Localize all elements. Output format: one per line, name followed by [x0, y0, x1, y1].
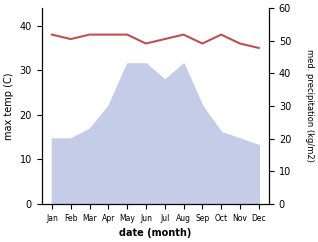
Y-axis label: med. precipitation (kg/m2): med. precipitation (kg/m2)	[305, 49, 314, 162]
X-axis label: date (month): date (month)	[119, 228, 191, 238]
Y-axis label: max temp (C): max temp (C)	[4, 72, 14, 140]
